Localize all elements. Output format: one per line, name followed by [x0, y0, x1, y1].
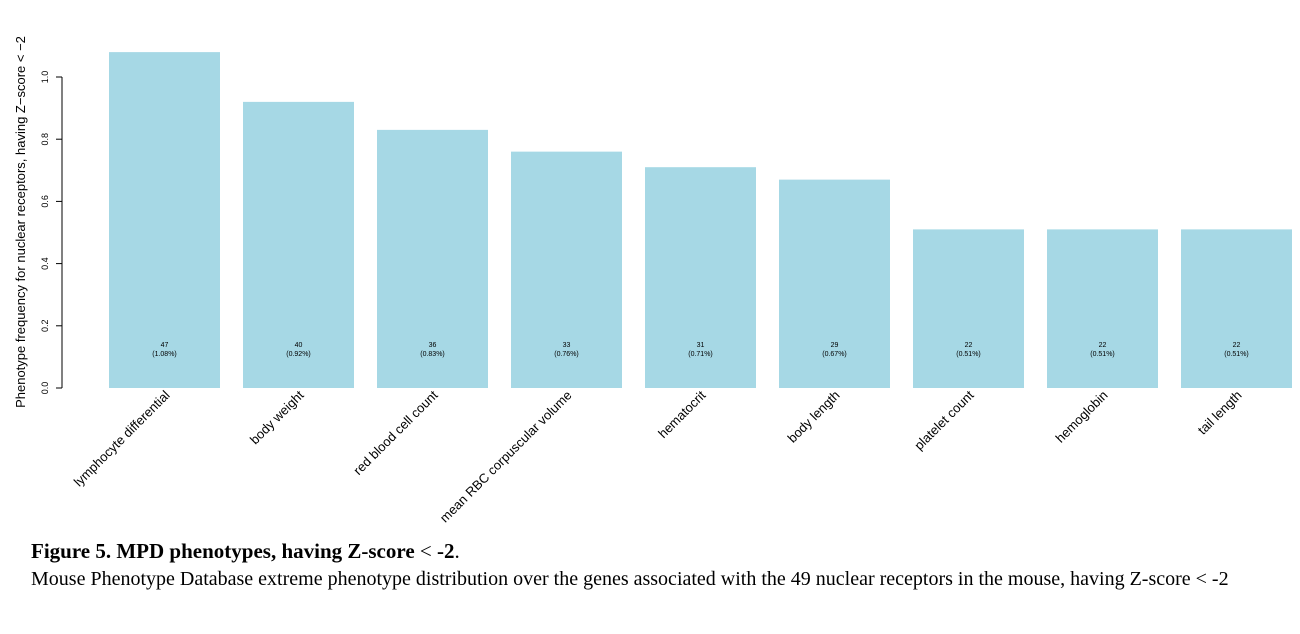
x-tick-label: lymphocyte differential: [71, 387, 173, 489]
bar-count-label: 47: [161, 342, 169, 349]
bar-count-label: 29: [831, 342, 839, 349]
bar: [779, 179, 890, 388]
figure-caption: Figure 5. MPD phenotypes, having Z-score…: [31, 537, 1281, 593]
y-tick-label: 0.4: [40, 257, 50, 270]
bar-percent-label: (0.51%): [1224, 351, 1249, 358]
x-tick-label: hemoglobin: [1052, 388, 1110, 446]
caption-title-bold2: -2: [436, 539, 455, 563]
y-tick-label: 0.8: [40, 133, 50, 146]
x-tick-label: platelet count: [911, 387, 977, 453]
x-tick-label: body length: [784, 388, 842, 446]
bar-chart: 0.0 0.2 0.4 0.6 0.8 1.0 47 (1.08%) 40 (0.92%) 36 (…: [13, 36, 1292, 525]
caption-title: Figure 5. MPD phenotypes, having Z-score…: [31, 537, 1281, 565]
bar: [645, 167, 756, 388]
y-axis: 0.0 0.2 0.4 0.6 0.8 1.0: [40, 71, 63, 395]
x-tick-label: body weight: [247, 387, 307, 447]
bar: [1047, 229, 1158, 388]
bar: [109, 52, 220, 389]
bars: [109, 52, 1292, 389]
x-axis-labels: lymphocyte differential body weight red bl…: [71, 387, 1245, 525]
bar-percent-label: (0.71%): [688, 351, 713, 358]
bar-labels: 47 (1.08%) 40 (0.92%) 36 (0.83%) 33 (0.76%) 31 (0…: [152, 342, 1249, 358]
bar: [913, 229, 1024, 388]
caption-title-bold: Figure 5. MPD phenotypes, having Z-score: [31, 539, 415, 563]
bar-percent-label: (0.76%): [554, 351, 579, 358]
bar-percent-label: (0.83%): [420, 351, 445, 358]
bar-count-label: 31: [697, 342, 705, 349]
y-tick-label: 0.6: [40, 195, 50, 208]
caption-title-end: .: [454, 539, 460, 563]
x-tick-label: mean RBC corpuscular volume: [437, 388, 575, 526]
bar: [1181, 229, 1292, 388]
bar: [243, 101, 354, 388]
caption-body: Mouse Phenotype Database extreme phenoty…: [31, 568, 1229, 590]
x-tick-label: hematocrit: [655, 387, 709, 441]
bar-percent-label: (1.08%): [152, 351, 177, 358]
bar: [377, 129, 488, 388]
y-axis-label: Phenotype frequency for nuclear receptor…: [13, 36, 28, 408]
x-tick-label: tail length: [1195, 388, 1245, 438]
bar-percent-label: (0.67%): [822, 351, 847, 358]
bar-count-label: 22: [1099, 342, 1107, 349]
bar-percent-label: (0.51%): [1090, 351, 1115, 358]
bar-count-label: 40: [295, 342, 303, 349]
x-tick-label: red blood cell count: [350, 387, 441, 478]
bar-count-label: 36: [429, 342, 437, 349]
bar-percent-label: (0.92%): [286, 351, 311, 358]
caption-title-lt: <: [414, 539, 437, 563]
y-tick-label: 1.0: [40, 71, 50, 84]
y-tick-label: 0.0: [40, 382, 50, 395]
y-tick-label: 0.2: [40, 320, 50, 333]
bar-count-label: 33: [563, 342, 571, 349]
bar-percent-label: (0.51%): [956, 351, 981, 358]
bar-count-label: 22: [1233, 342, 1241, 349]
bar: [511, 151, 622, 388]
bar-count-label: 22: [965, 342, 973, 349]
